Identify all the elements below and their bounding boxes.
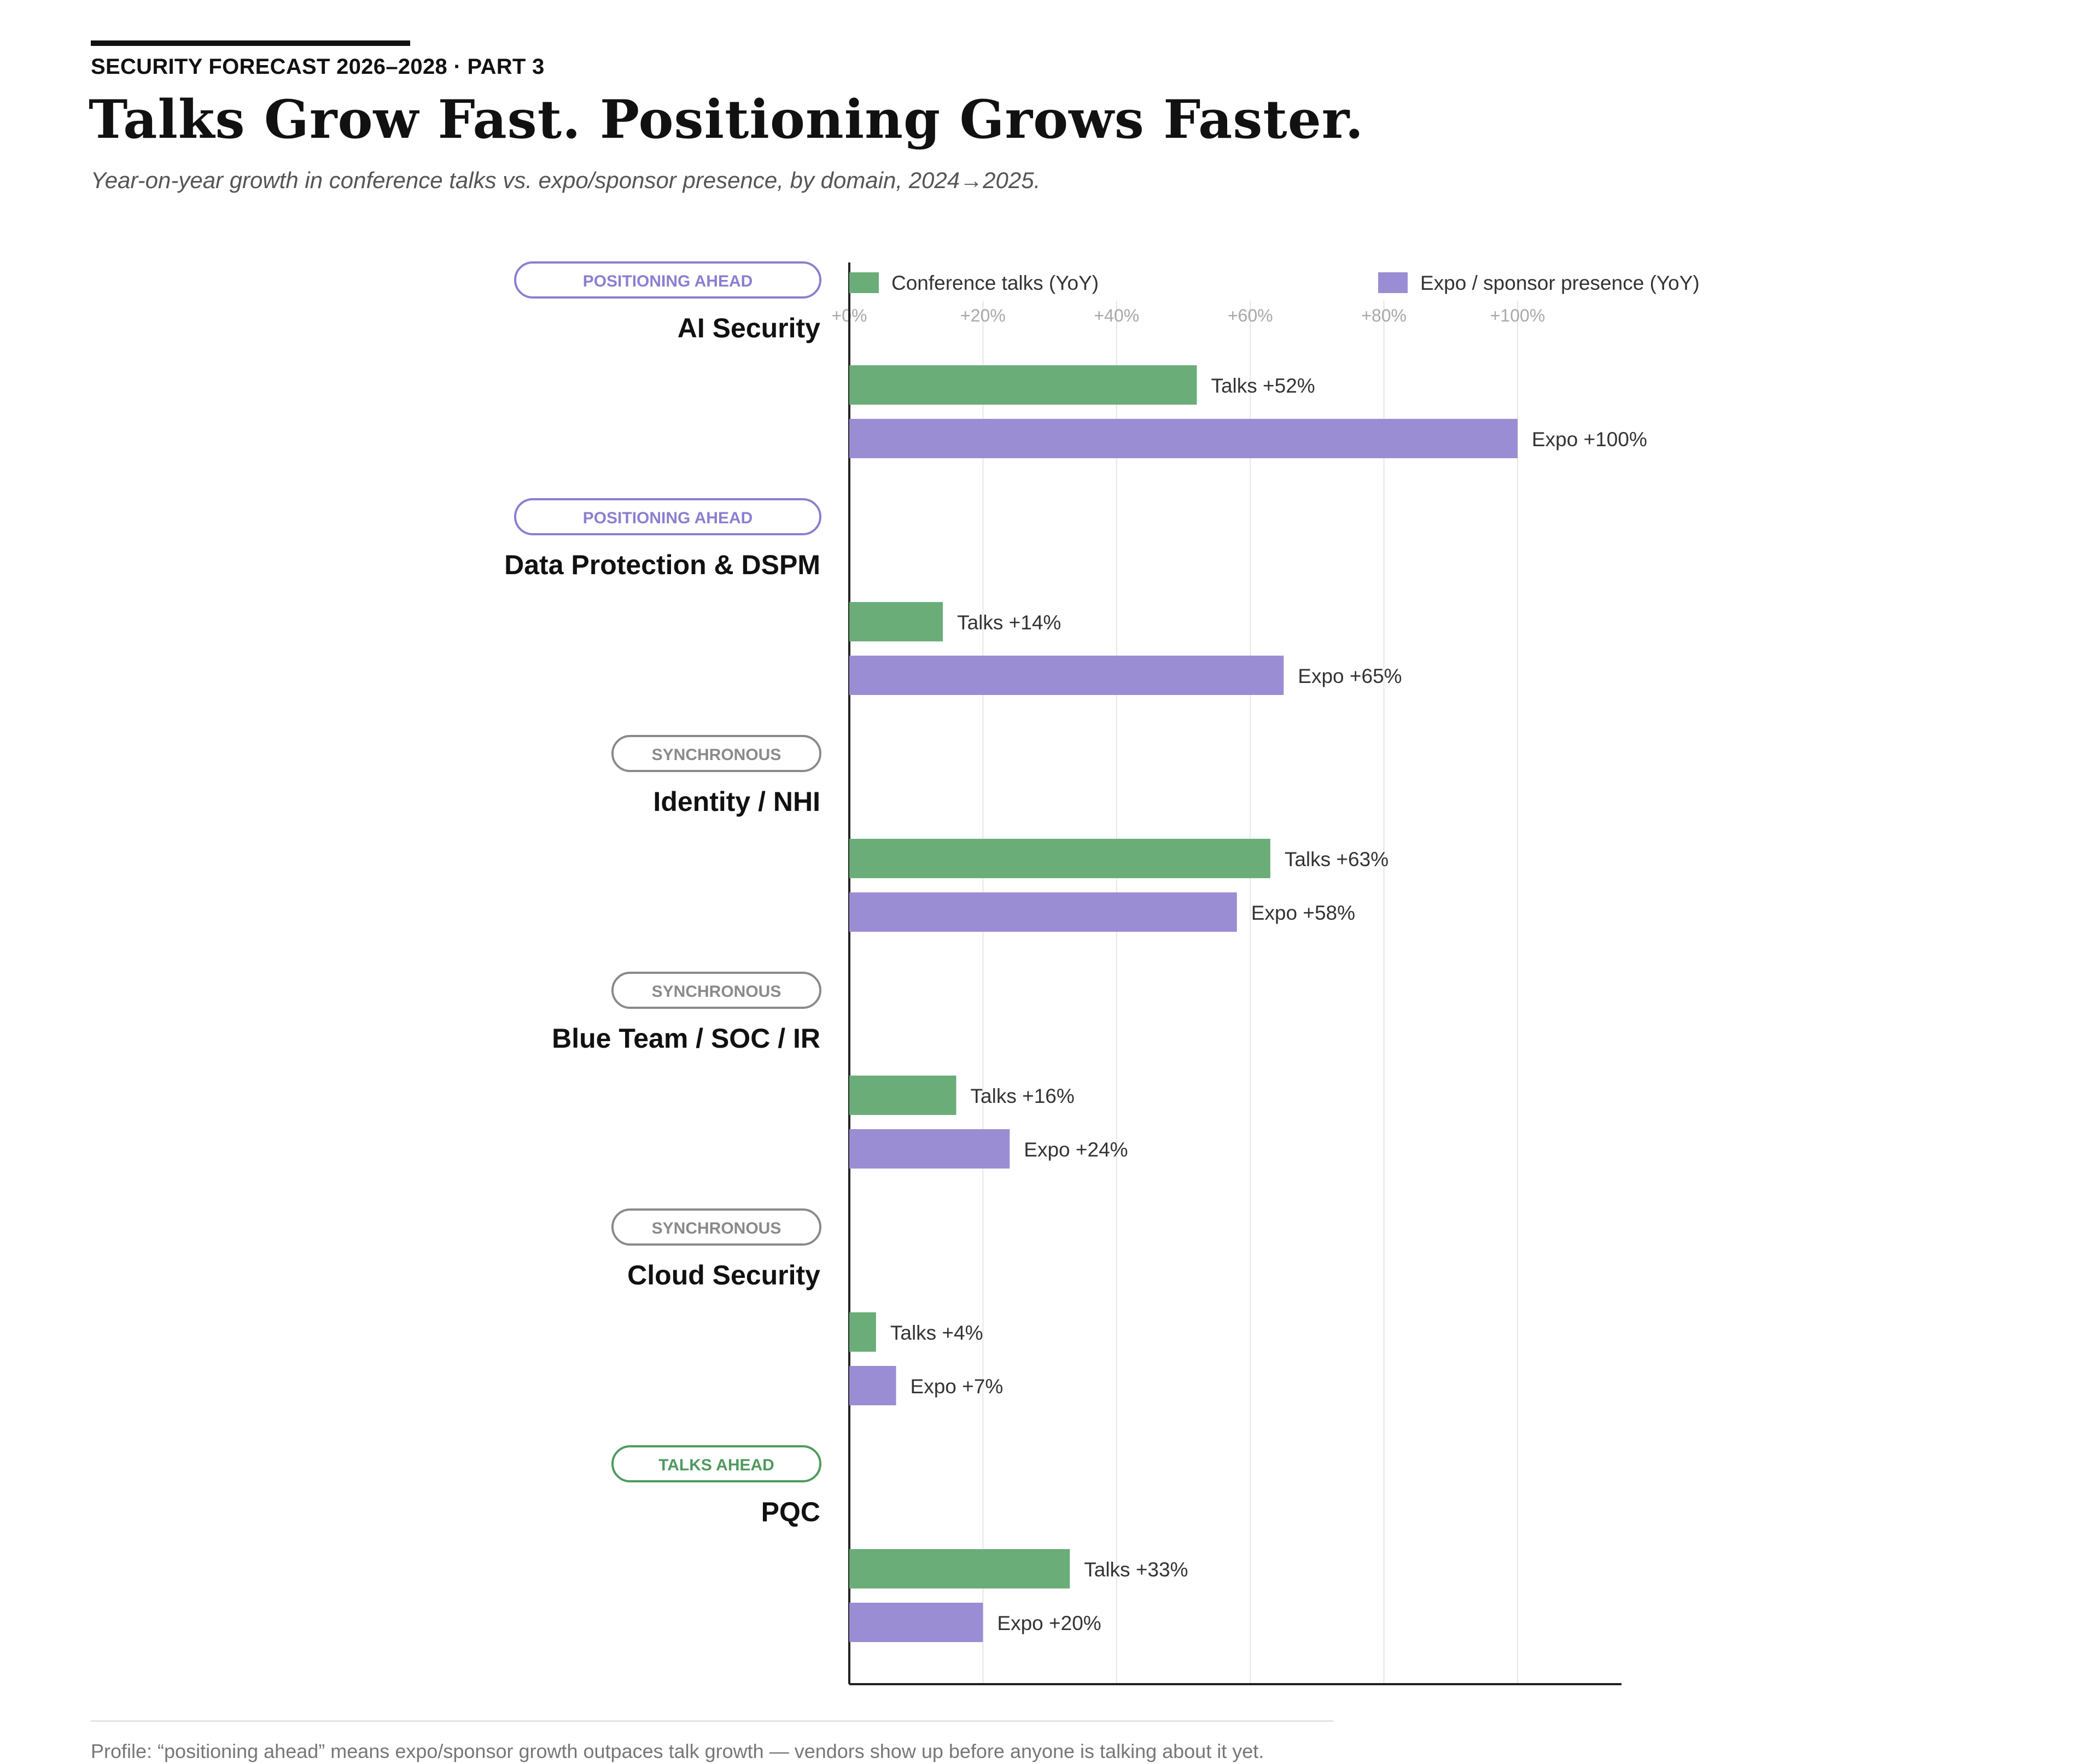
x-tick-label: +60% bbox=[1228, 306, 1273, 325]
category-badge bbox=[611, 1208, 821, 1246]
expo-value-label: Expo +100% bbox=[1532, 428, 1647, 451]
x-tick-label: +100% bbox=[1490, 306, 1545, 325]
expo-value-label: Expo +20% bbox=[997, 1612, 1101, 1634]
kicker: SECURITY FORECAST 2026–2028 · PART 3 bbox=[91, 55, 545, 79]
category-label: Data Protection & DSPM bbox=[504, 550, 820, 580]
legend-label-expo: Expo / sponsor presence (YoY) bbox=[1420, 272, 1700, 294]
category-label: Blue Team / SOC / IR bbox=[552, 1023, 820, 1054]
footnote: Profile: “positioning ahead” means expo/… bbox=[91, 1740, 1264, 1762]
page-title: Talks Grow Fast. Positioning Grows Faste… bbox=[89, 89, 1364, 150]
talks-value-label: Talks +33% bbox=[1084, 1558, 1188, 1581]
category-label: PQC bbox=[761, 1497, 820, 1527]
expo-value-label: Expo +58% bbox=[1251, 902, 1355, 924]
expo-value-label: Expo +24% bbox=[1024, 1138, 1128, 1161]
talks-value-label: Talks +14% bbox=[957, 611, 1061, 634]
talks-bar bbox=[849, 1312, 876, 1352]
x-tick-label: +40% bbox=[1094, 306, 1139, 325]
legend-swatch-talks bbox=[849, 272, 879, 293]
category-badge bbox=[514, 498, 821, 535]
talks-bar bbox=[849, 365, 1197, 405]
expo-bar bbox=[849, 1129, 1010, 1169]
category-badge-label: SYNCHRONOUS bbox=[652, 746, 781, 764]
category-badge bbox=[611, 735, 821, 772]
category-label: Identity / NHI bbox=[653, 786, 820, 817]
legend-label-talks: Conference talks (YoY) bbox=[891, 272, 1099, 294]
expo-value-label: Expo +7% bbox=[911, 1375, 1004, 1398]
category-badge-label: POSITIONING AHEAD bbox=[583, 272, 753, 290]
category-label: Cloud Security bbox=[627, 1260, 820, 1290]
category-badge-label: SYNCHRONOUS bbox=[652, 983, 781, 1001]
talks-value-label: Talks +16% bbox=[971, 1085, 1075, 1107]
header-rule bbox=[91, 40, 410, 46]
talks-bar bbox=[849, 602, 943, 641]
category-badge bbox=[611, 972, 821, 1009]
talks-bar bbox=[849, 1549, 1070, 1588]
expo-value-label: Expo +65% bbox=[1298, 665, 1402, 687]
talks-bar bbox=[849, 839, 1270, 878]
category-label: AI Security bbox=[678, 313, 820, 343]
x-tick-label: +80% bbox=[1361, 306, 1407, 325]
expo-bar bbox=[849, 892, 1237, 932]
talks-value-label: Talks +52% bbox=[1211, 375, 1315, 397]
category-badge bbox=[514, 261, 821, 299]
subtitle: Year-on-year growth in conference talks … bbox=[91, 167, 1041, 193]
expo-bar bbox=[849, 656, 1284, 695]
expo-bar bbox=[849, 1366, 896, 1405]
x-tick-label: +20% bbox=[960, 306, 1006, 325]
category-badge bbox=[611, 1445, 821, 1482]
expo-bar bbox=[849, 1603, 983, 1642]
talks-value-label: Talks +4% bbox=[890, 1322, 983, 1344]
footer-rule bbox=[91, 1720, 1333, 1722]
category-badge-label: TALKS AHEAD bbox=[658, 1456, 774, 1474]
expo-bar bbox=[849, 419, 1518, 458]
legend-swatch-expo bbox=[1378, 272, 1408, 293]
talks-bar bbox=[849, 1076, 956, 1115]
category-badge-label: SYNCHRONOUS bbox=[652, 1219, 781, 1237]
talks-value-label: Talks +63% bbox=[1285, 848, 1389, 871]
category-badge-label: POSITIONING AHEAD bbox=[583, 509, 753, 527]
